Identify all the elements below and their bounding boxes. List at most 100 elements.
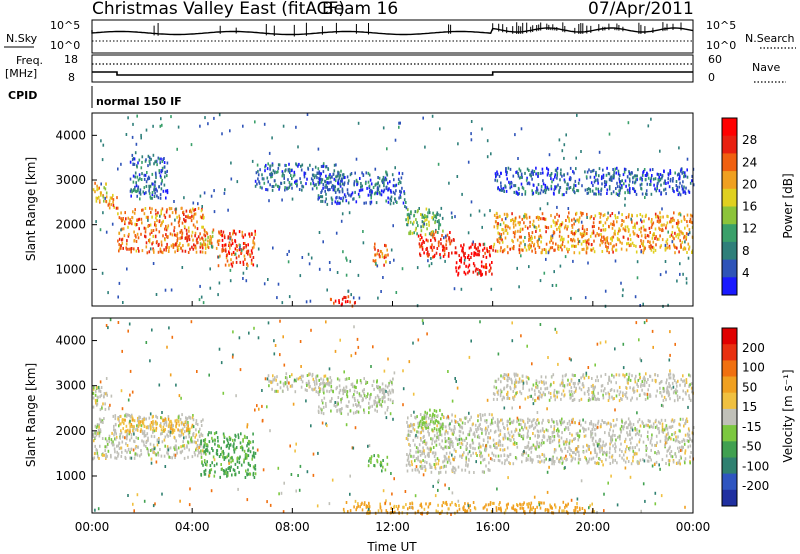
heatmap-cell	[231, 473, 233, 477]
heatmap-cell	[234, 433, 236, 437]
heatmap-cell	[329, 173, 331, 177]
heatmap-cell	[686, 213, 689, 217]
heatmap-cell	[455, 261, 458, 265]
heatmap-cell	[441, 425, 443, 429]
heatmap-cell	[584, 188, 587, 192]
heatmap-cell	[538, 245, 541, 249]
heatmap-cell	[586, 170, 589, 174]
heatmap-cell	[594, 234, 597, 238]
heatmap-cell	[657, 173, 660, 176]
heatmap-cell	[213, 210, 216, 214]
heatmap-cell	[461, 246, 464, 250]
heatmap-cell	[376, 401, 379, 405]
heatmap-cell	[120, 217, 122, 221]
heatmap-cell	[432, 235, 434, 239]
heatmap-cell	[542, 182, 545, 186]
heatmap-cell	[176, 241, 178, 245]
heatmap-cell	[231, 252, 233, 256]
heatmap-cell	[665, 182, 667, 185]
heatmap-cell	[131, 135, 134, 139]
heatmap-cell	[572, 451, 574, 454]
heatmap-cell	[537, 241, 539, 245]
heatmap-cell	[668, 446, 671, 450]
heatmap-cell	[351, 191, 354, 195]
heatmap-cell	[386, 408, 389, 412]
heatmap-cell	[432, 429, 435, 433]
heatmap-cell	[243, 458, 245, 462]
heatmap-cell	[229, 438, 231, 442]
heatmap-cell	[140, 449, 142, 452]
heatmap-cell	[446, 503, 448, 507]
heatmap-cell	[208, 451, 211, 455]
heatmap-cell	[211, 439, 214, 443]
heatmap-cell	[551, 236, 554, 240]
heatmap-cell	[530, 174, 532, 178]
heatmap-cell	[531, 420, 533, 424]
heatmap-cell	[655, 434, 658, 438]
heatmap-cell	[421, 450, 424, 454]
heatmap-cell	[393, 258, 395, 262]
heatmap-cell	[517, 174, 520, 178]
heatmap-cell	[134, 208, 136, 212]
heatmap-cell	[399, 194, 402, 198]
heatmap-cell	[490, 245, 492, 249]
heatmap-cell	[116, 444, 118, 448]
heatmap-cell	[333, 177, 336, 181]
heatmap-cell	[243, 246, 245, 250]
heatmap-cell	[617, 238, 619, 242]
heatmap-cell	[506, 170, 508, 174]
heatmap-cell	[640, 218, 642, 222]
heatmap-cell	[624, 229, 627, 233]
heatmap-cell	[478, 249, 481, 253]
heatmap-cell	[437, 414, 439, 418]
heatmap-cell	[485, 263, 487, 267]
heatmap-cell	[511, 246, 514, 250]
heatmap-cell	[664, 246, 667, 250]
heatmap-cell	[135, 142, 138, 146]
heatmap-cell	[424, 460, 426, 464]
heatmap-cell	[329, 399, 331, 403]
heatmap-cell	[498, 503, 500, 507]
heatmap-cell	[552, 241, 554, 245]
heatmap-cell	[483, 213, 486, 217]
heatmap-cell	[255, 171, 258, 175]
heatmap-cell	[436, 435, 439, 439]
heatmap-cell	[691, 179, 693, 183]
heatmap-cell	[372, 186, 375, 189]
heatmap-cell	[160, 240, 163, 244]
heatmap-cell	[160, 117, 162, 121]
heatmap-cell	[338, 299, 340, 303]
heatmap-cell	[567, 207, 570, 210]
heatmap-cell	[169, 232, 172, 236]
heatmap-cell	[383, 188, 386, 192]
heatmap-cell	[505, 228, 508, 232]
heatmap-cell	[323, 396, 326, 400]
heatmap-cell	[125, 133, 128, 136]
heatmap-cell	[488, 431, 490, 435]
heatmap-cell	[567, 215, 569, 219]
heatmap-cell	[619, 240, 621, 244]
heatmap-cell	[287, 168, 290, 172]
heatmap-cell	[544, 183, 547, 187]
heatmap-cell	[150, 157, 152, 161]
heatmap-cell	[294, 180, 296, 184]
heatmap-cell	[368, 411, 370, 415]
heatmap-cell	[272, 374, 274, 378]
heatmap-cell	[438, 224, 440, 228]
heatmap-cell	[131, 158, 134, 162]
heatmap-cell	[588, 242, 590, 246]
heatmap-cell	[512, 247, 515, 251]
heatmap-cell	[443, 416, 445, 419]
heatmap-cell	[483, 242, 486, 246]
heatmap-cell	[591, 510, 594, 514]
heatmap-cell	[389, 379, 392, 383]
heatmap-cell	[202, 225, 204, 229]
heatmap-cell	[535, 419, 538, 422]
heatmap-cell	[593, 225, 595, 228]
heatmap-cell	[577, 242, 580, 246]
heatmap-cell	[632, 225, 634, 229]
heatmap-cell	[410, 422, 412, 426]
heatmap-cell	[252, 256, 255, 259]
heatmap-cell	[247, 454, 250, 458]
heatmap-cell	[530, 458, 533, 462]
